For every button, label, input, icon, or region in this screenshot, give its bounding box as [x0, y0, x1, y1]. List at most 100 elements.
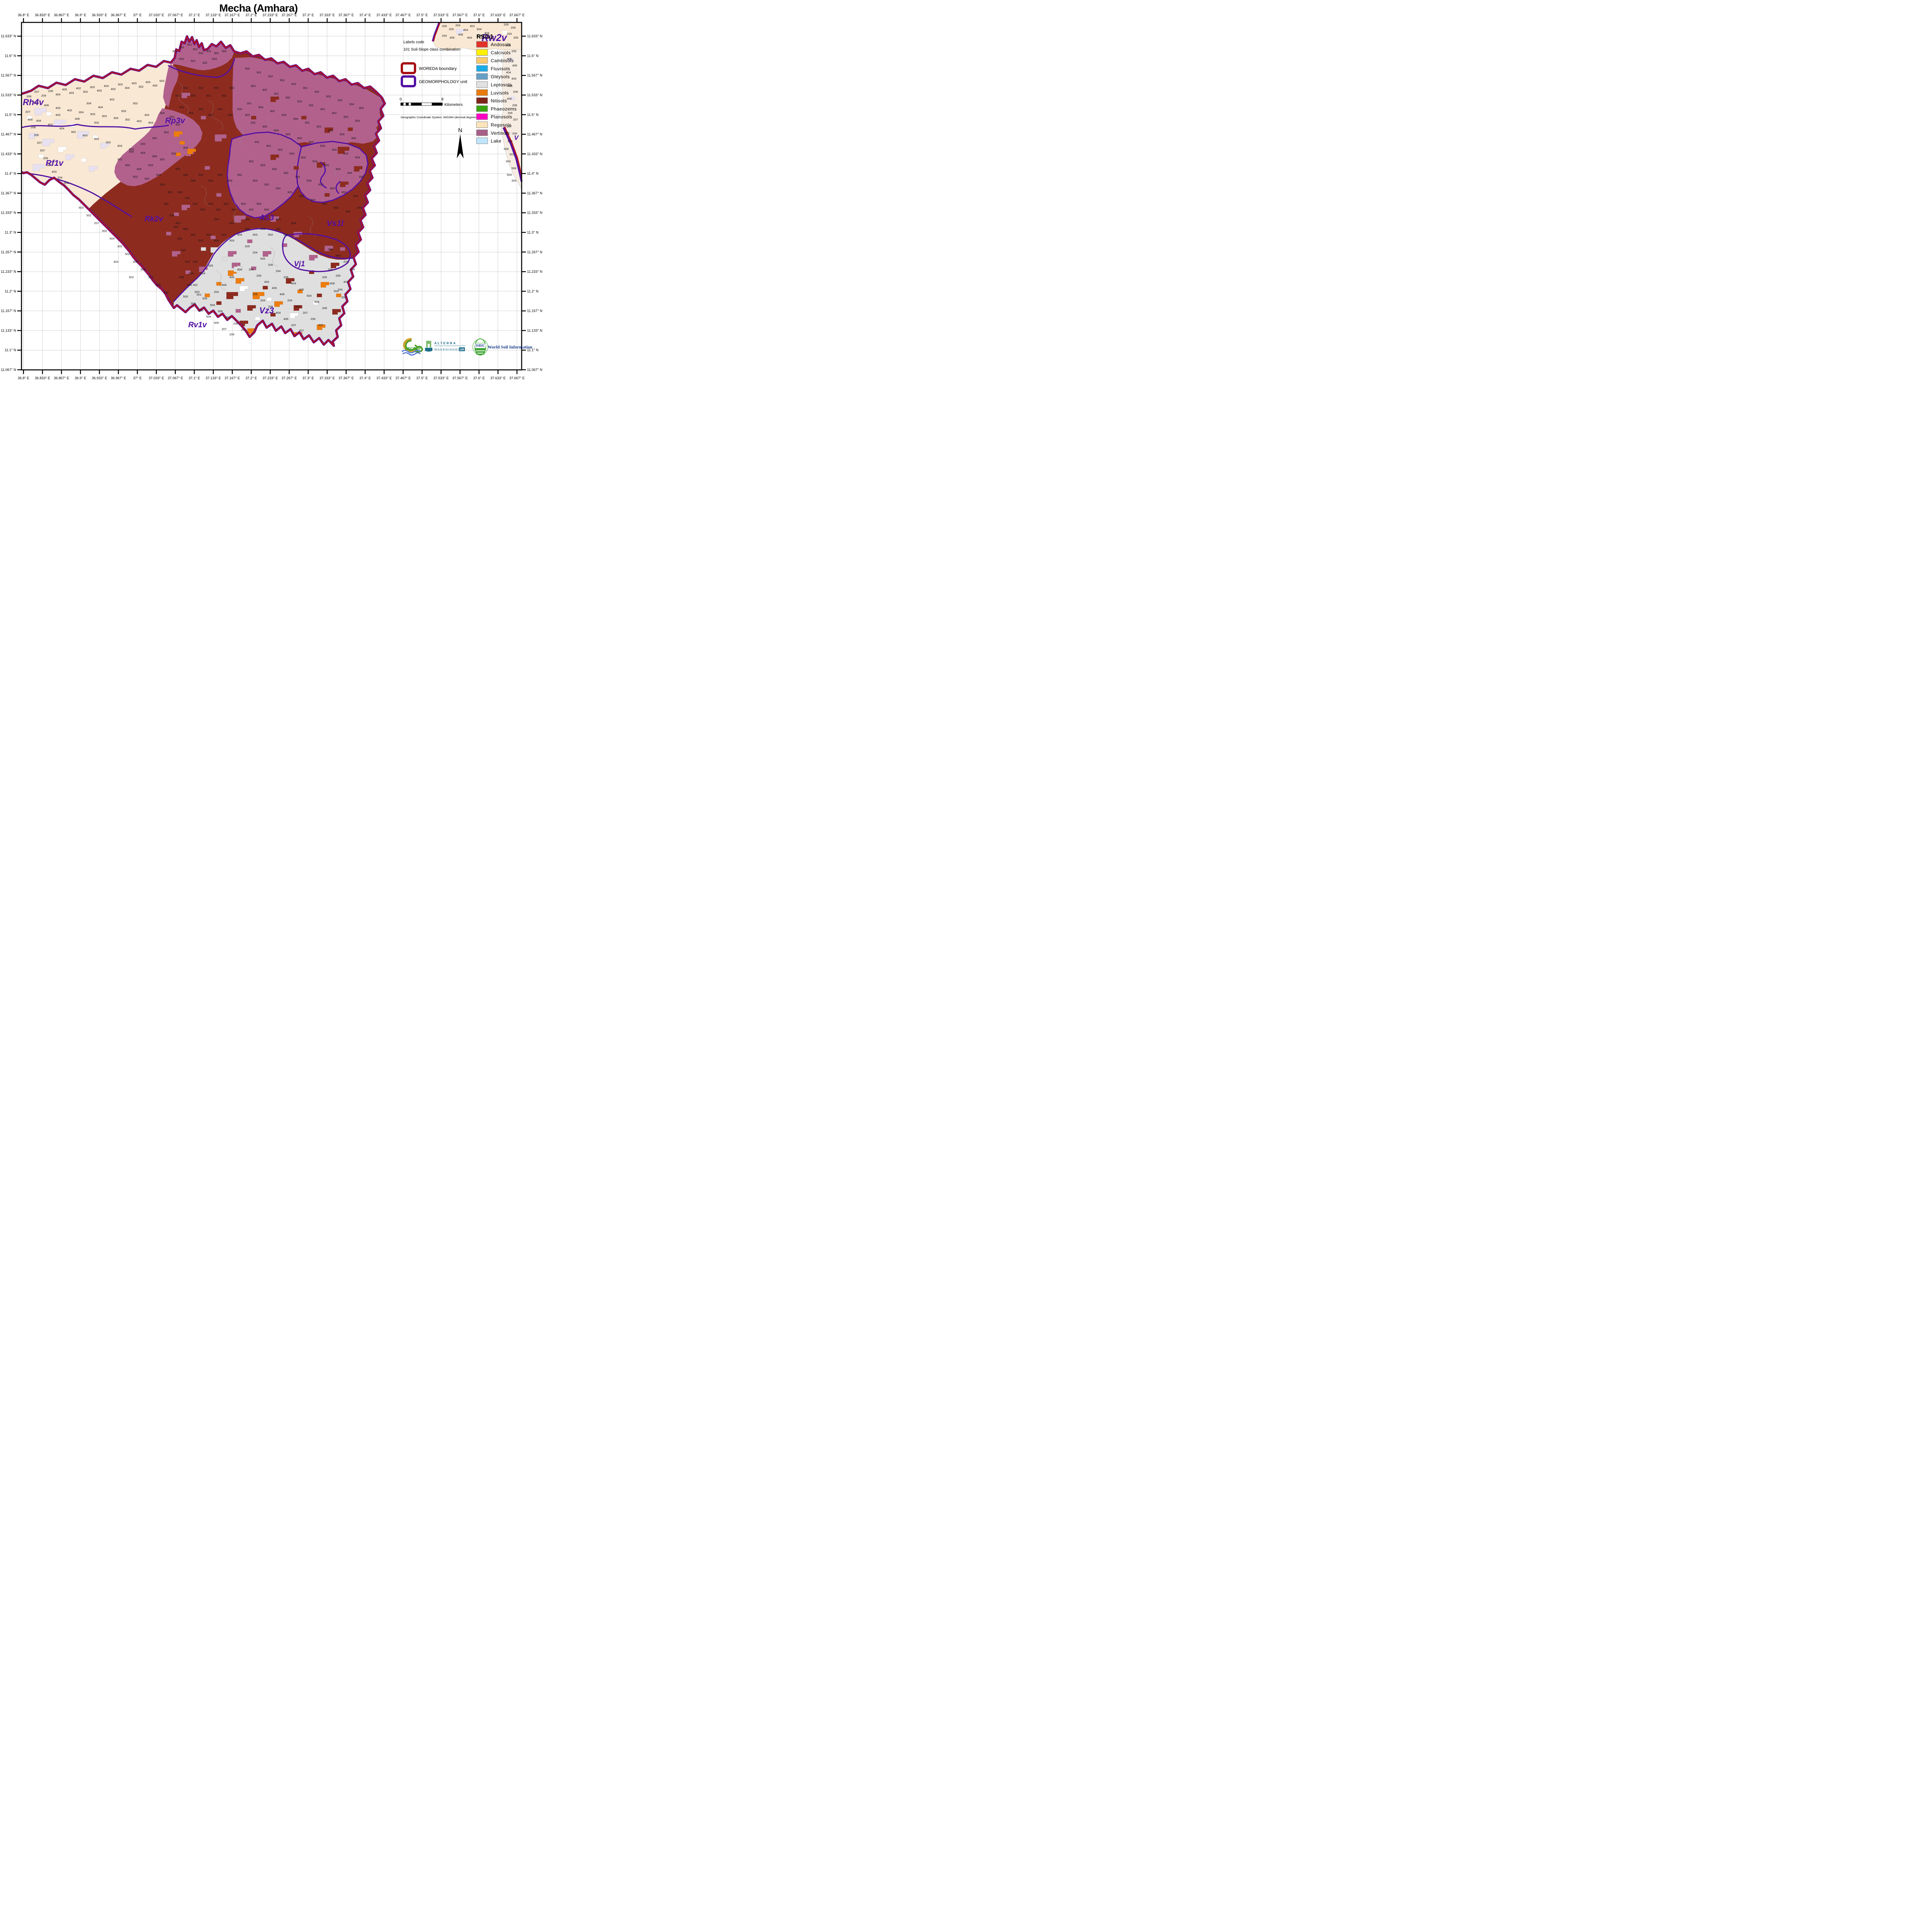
soil-code-label: 205: [284, 275, 289, 279]
lat-label-right: 11.533° N: [527, 93, 542, 97]
soil-code-label: 301: [117, 158, 122, 161]
soil-code-label: 404: [64, 181, 69, 185]
soil-code-label: 503: [276, 218, 281, 221]
soil-code-label: 302: [199, 107, 204, 111]
soil-code-label: 502: [241, 202, 246, 206]
soil-code-label: 504: [170, 214, 175, 217]
soil-code-label: 302: [291, 82, 296, 86]
lon-label-bottom: 37.333° E: [320, 376, 335, 380]
soil-code-label: 504: [183, 227, 188, 231]
soil-code-label: 303: [90, 85, 95, 89]
lon-label-bottom: 37.433° E: [376, 376, 392, 380]
soil-code-label: 207: [513, 118, 518, 121]
soil-code-label: 302: [199, 86, 204, 90]
alterra-logo: ALTERRA WAGENINGEN UR: [425, 341, 466, 352]
soil-code-label: 504: [307, 294, 312, 298]
soil-code-label: 302: [152, 136, 157, 140]
soil-code-label: 205: [512, 49, 517, 53]
soil-code-label: 405: [507, 57, 512, 61]
soil-code-label: 404: [141, 151, 146, 155]
soil-code-label: 303: [102, 114, 107, 118]
lat-label-left: 11.233° N: [1, 270, 16, 274]
soil-code-label: 302: [338, 99, 343, 102]
soil-code-label: 504: [214, 239, 219, 242]
soil-code-label: 403: [117, 144, 122, 148]
soil-code-label: 505: [315, 300, 320, 304]
soil-code-label: 405: [450, 36, 455, 39]
soil-code-label: 502: [199, 239, 204, 242]
soil-code-label: 404: [104, 84, 109, 88]
scale-bar: [400, 102, 443, 106]
soil-code-label: 404: [264, 280, 269, 284]
soil-code-label: 301: [320, 107, 325, 111]
soil-code-label: 303: [253, 179, 258, 182]
lon-label-bottom: 37.533° E: [434, 376, 449, 380]
soil-code-label: 504: [507, 173, 512, 177]
soil-code-label: 503: [510, 153, 515, 156]
soil-code-label: 303: [359, 175, 364, 179]
soil-code-label: 502: [133, 175, 138, 179]
soil-code-label: 403: [477, 34, 482, 37]
soil-code-label: 503: [90, 112, 95, 116]
geomorph-unit-label: Rh4v: [23, 97, 44, 107]
lon-label-top: 37.6° E: [473, 13, 485, 17]
soil-code-label: 303: [311, 198, 316, 202]
lat-label-right: 11.1° N: [527, 348, 538, 352]
lon-label-top: 36.8° E: [18, 13, 29, 17]
soil-code-label: 302: [305, 121, 310, 124]
soil-code-label: 506: [512, 167, 517, 170]
soil-code-label: 303: [173, 225, 179, 229]
soil-code-label: 205: [322, 275, 327, 279]
soil-code-label: 301: [257, 71, 262, 74]
soil-code-label: 404: [98, 105, 103, 109]
lon-label-top: 37.1° E: [189, 13, 200, 17]
soil-code-label: 302: [177, 237, 182, 240]
soil-code-label: 302: [183, 86, 188, 90]
soil-code-label: 404: [276, 311, 281, 315]
soil-code-label: 406: [44, 104, 49, 107]
lat-label-left: 11.3° N: [5, 231, 16, 235]
soil-code-label: 504: [210, 303, 215, 307]
soil-code-label: 205: [253, 292, 258, 296]
rsg1-swatch-planosols: [476, 113, 488, 120]
lon-label-bottom: 37.5° E: [417, 376, 428, 380]
soil-code-label: 406: [280, 292, 285, 296]
soil-code-label: 303: [141, 142, 146, 146]
soil-code-label: 406: [75, 117, 80, 121]
woreda-map[interactable]: [21, 22, 523, 347]
labels-code-line: 101 Soil-Slope class combination: [403, 48, 460, 52]
soil-code-label: 403: [69, 91, 74, 95]
soil-code-label: 504: [289, 152, 294, 155]
rsg1-swatch-calcisols: [476, 49, 488, 56]
soil-code-label: 302: [266, 144, 271, 148]
soil-code-label: 302: [264, 183, 269, 186]
rsg1-swatch-lake: [476, 138, 488, 144]
soil-code-label: 205: [508, 111, 513, 115]
lon-label-top: 37.2° E: [245, 13, 257, 17]
geomorph-unit-label: Vz3: [259, 306, 274, 315]
soil-code-label: 502: [172, 152, 177, 155]
map-canvas[interactable]: Mecha (Amhara) 36.8° E36.8° E36.833° E36…: [0, 0, 542, 383]
rsg1-swatch-vertisols: [476, 129, 488, 136]
geomorph-unit-label: Vs1l: [327, 219, 344, 228]
soil-code-label: 302: [199, 173, 204, 177]
soil-code-label: 302: [286, 96, 291, 99]
soil-code-label: 303: [168, 190, 173, 194]
soil-code-label: 504: [313, 160, 318, 163]
soil-code-label: 205: [344, 260, 349, 264]
soil-code-label: 304: [297, 136, 302, 140]
rsg1-label-luvisols: Luvisols: [491, 90, 509, 95]
lon-label-bottom: 37.067° E: [168, 376, 183, 380]
soil-code-label: 403: [146, 80, 151, 84]
soil-code-label: 403: [48, 123, 53, 126]
soil-code-label: 303: [208, 113, 213, 117]
soil-code-label: 301: [206, 49, 211, 53]
soil-code-label: 206: [27, 95, 32, 98]
soil-code-label: 304: [47, 163, 52, 167]
lat-label-left: 11.433° N: [1, 152, 16, 156]
soil-code-label: 303: [260, 163, 265, 167]
soil-code-label: 505: [179, 275, 184, 279]
lat-label-right: 11.133° N: [527, 328, 542, 332]
soil-code-label: 204: [338, 288, 343, 291]
lon-label-top: 36.967° E: [111, 13, 126, 17]
